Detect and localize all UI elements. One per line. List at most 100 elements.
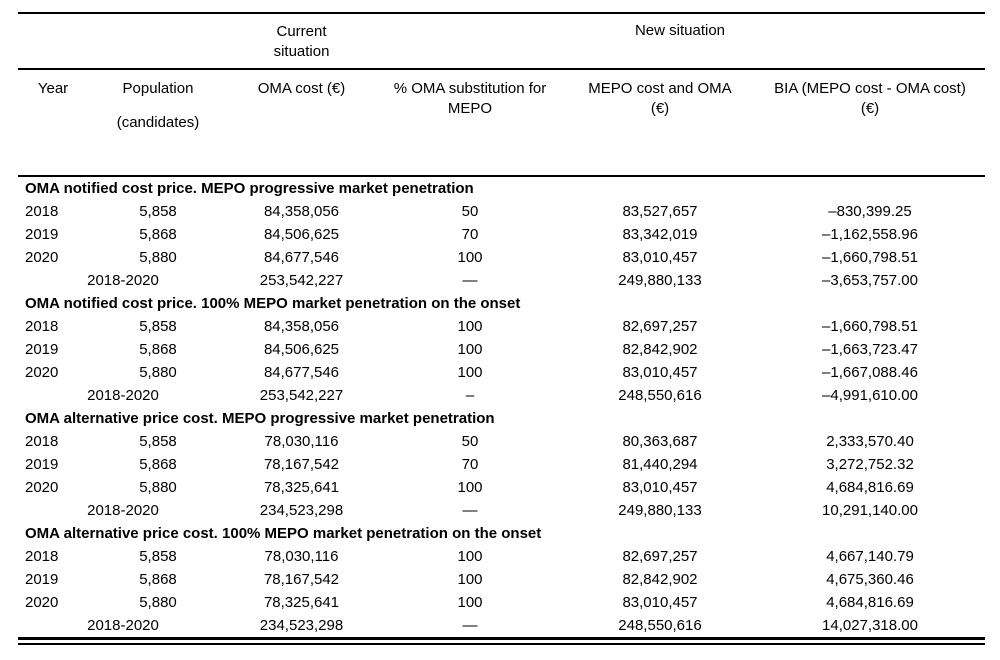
- cell-population: 5,858: [139, 203, 177, 220]
- cell-mepo_cost: 83,010,457: [622, 364, 698, 381]
- cell-bia: –1,660,798.51: [822, 318, 918, 335]
- cell-mepo_cost: 83,010,457: [622, 249, 698, 266]
- col-header-bia-line2: (€): [860, 100, 880, 117]
- cell-bia: 4,667,140.79: [826, 548, 914, 565]
- cell-oma_cost: 234,523,298: [259, 502, 344, 519]
- cell-period: 2018-2020: [87, 502, 159, 519]
- cell-population: 5,880: [139, 479, 177, 496]
- col-header-bia: BIA (MEPO cost - OMA cost) (€): [755, 69, 985, 177]
- cell-mepo_cost: 82,842,902: [622, 571, 698, 588]
- cell-oma_cost: 84,358,056: [263, 203, 340, 220]
- col-header-mepo-cost-line2: (€): [650, 100, 670, 117]
- cell-pct_substitution: —: [462, 617, 478, 634]
- data-row: 2019 5,868 78,167,542 70 81,440,294 3,272,752…: [18, 453, 985, 476]
- cell-oma_cost: 84,506,625: [263, 226, 340, 243]
- cell-year: 2018: [25, 433, 59, 450]
- col-header-oma-cost: OMA cost (€): [228, 69, 375, 177]
- current-situation-header: Current situation: [228, 14, 375, 70]
- total-row: 2018-2020 234,523,298 — 248,550,616 14,027,3…: [18, 614, 985, 639]
- cell-oma_cost: 84,506,625: [263, 341, 340, 358]
- data-row: 2020 5,880 84,677,546 100 83,010,457 –1,667,0…: [18, 361, 985, 384]
- cell-bia: 2,333,570.40: [826, 433, 914, 450]
- total-row: 2018-2020 253,542,227 – 248,550,616 –4,991,6…: [18, 384, 985, 407]
- cell-period: 2018-2020: [87, 387, 159, 404]
- cell-oma_cost: 253,542,227: [259, 387, 344, 404]
- cell-year: 2020: [25, 364, 59, 381]
- cell-oma_cost: 78,325,641: [263, 594, 340, 611]
- col-header-year: Year: [18, 69, 88, 177]
- cell-pct_substitution: 100: [457, 548, 483, 565]
- cell-mepo_cost: 249,880,133: [618, 272, 702, 289]
- section-title: OMA alternative price cost. 100% MEPO ma…: [25, 525, 542, 542]
- cell-oma_cost: 78,030,116: [264, 548, 339, 565]
- cell-bia: –1,663,723.47: [822, 341, 918, 358]
- cell-pct_substitution: 70: [461, 456, 479, 473]
- cell-pct_substitution: 100: [457, 594, 483, 611]
- cell-population: 5,880: [139, 594, 177, 611]
- cell-mepo_cost: 248,550,616: [618, 617, 702, 634]
- cell-year: 2018: [25, 203, 59, 220]
- cell-mepo_cost: 82,697,257: [622, 318, 698, 335]
- cell-period: 2018-2020: [87, 617, 159, 634]
- cell-year: 2019: [25, 456, 59, 473]
- section-title: OMA notified cost price. MEPO progressiv…: [25, 180, 474, 197]
- cell-mepo_cost: 248,550,616: [618, 387, 702, 404]
- section-title: OMA notified cost price. 100% MEPO marke…: [25, 295, 521, 312]
- cell-mepo_cost: 82,842,902: [622, 341, 698, 358]
- cell-bia: –3,653,757.00: [822, 272, 918, 289]
- col-header-mepo-cost: MEPO cost and OMA (€): [565, 69, 755, 177]
- data-row: 2019 5,868 84,506,625 70 83,342,019 –1,162,55…: [18, 223, 985, 246]
- cell-mepo_cost: 249,880,133: [618, 502, 702, 519]
- cell-mepo_cost: 83,527,657: [622, 203, 698, 220]
- cell-pct_substitution: —: [462, 272, 478, 289]
- cell-pct_substitution: 50: [461, 203, 479, 220]
- data-row: 2018 5,858 78,030,116 50 80,363,687 2,333,570…: [18, 430, 985, 453]
- cell-pct_substitution: 100: [457, 571, 483, 588]
- cell-population: 5,868: [139, 456, 177, 473]
- cell-year: 2018: [25, 318, 59, 335]
- data-row: 2020 5,880 78,325,641 100 83,010,457 4,684,81…: [18, 591, 985, 614]
- cell-oma_cost: 78,030,116: [264, 433, 339, 450]
- cell-pct_substitution: 100: [457, 249, 483, 266]
- cell-year: 2019: [25, 571, 59, 588]
- cell-population: 5,858: [139, 433, 177, 450]
- col-header-pct-substitution: % OMA substitution for MEPO: [375, 69, 565, 177]
- data-row: 2020 5,880 78,325,641 100 83,010,457 4,684,81…: [18, 476, 985, 499]
- cell-mepo_cost: 83,010,457: [622, 479, 698, 496]
- col-header-bia-line1: BIA (MEPO cost - OMA cost): [774, 80, 966, 97]
- cell-population: 5,880: [139, 364, 177, 381]
- table-body: OMA notified cost price. MEPO progressiv…: [18, 176, 985, 639]
- col-header-pct-substitution-line2: MEPO: [447, 100, 493, 117]
- cell-oma_cost: 84,677,546: [263, 249, 340, 266]
- cell-bia: 14,027,318.00: [822, 617, 918, 634]
- budget-impact-table: Current situation New situation Year Pop…: [18, 14, 985, 640]
- cell-bia: 4,675,360.46: [826, 571, 914, 588]
- cell-pct_substitution: 50: [461, 433, 479, 450]
- col-header-pct-substitution-line1: % OMA substitution for: [393, 80, 547, 97]
- cell-year: 2018: [25, 548, 59, 565]
- cell-population: 5,868: [139, 571, 177, 588]
- cell-year: 2020: [25, 479, 59, 496]
- cell-bia: –1,162,558.96: [822, 226, 918, 243]
- cell-year: 2019: [25, 341, 59, 358]
- cell-pct_substitution: 100: [457, 479, 483, 496]
- cell-oma_cost: 234,523,298: [259, 617, 344, 634]
- data-row: 2020 5,880 84,677,546 100 83,010,457 –1,660,7…: [18, 246, 985, 269]
- cell-oma_cost: 78,167,542: [263, 571, 340, 588]
- section-title: OMA alternative price cost. MEPO progres…: [25, 410, 495, 427]
- data-row: 2019 5,868 78,167,542 100 82,842,902 4,675,36…: [18, 568, 985, 591]
- cell-bia: 3,272,752.32: [826, 456, 914, 473]
- cell-pct_substitution: 100: [457, 364, 483, 381]
- cell-oma_cost: 84,677,546: [263, 364, 340, 381]
- col-header-oma-cost-label: OMA cost (€): [257, 80, 346, 97]
- cell-oma_cost: 84,358,056: [263, 318, 340, 335]
- col-header-population-sublabel: (candidates): [116, 114, 200, 131]
- column-header-row: Year Population (candidates) OMA cost (€…: [18, 69, 985, 177]
- situation-header-row: Current situation New situation: [18, 14, 985, 70]
- cell-year: 2020: [25, 594, 59, 611]
- cell-pct_substitution: —: [462, 502, 478, 519]
- situation-header-spacer: [18, 14, 228, 70]
- total-row: 2018-2020 234,523,298 — 249,880,133 10,291,1…: [18, 499, 985, 522]
- cell-mepo_cost: 83,010,457: [622, 594, 698, 611]
- current-situation-line2: situation: [273, 43, 330, 60]
